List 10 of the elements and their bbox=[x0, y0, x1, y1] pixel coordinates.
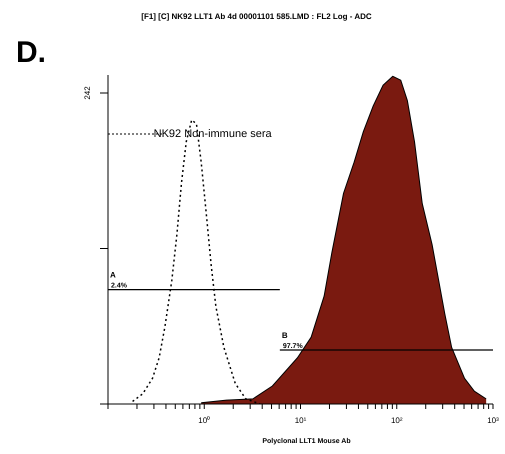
x-tick-label: 10² bbox=[390, 416, 403, 425]
x-tick-label: 10¹ bbox=[294, 416, 307, 425]
chart-title: [F1] [C] NK92 LLT1 Ab 4d 00001101 585.LMD : FL2 Log - ADC bbox=[140, 12, 373, 21]
series-label: A bbox=[110, 270, 116, 280]
text: D. bbox=[16, 36, 46, 70]
x-tick-label: 10³ bbox=[487, 416, 500, 425]
series-label: B bbox=[282, 331, 288, 340]
series-label: NK92 Non-immune sera bbox=[154, 128, 273, 140]
y-tick-label: 242 bbox=[83, 86, 92, 100]
x-tick-label: 10⁰ bbox=[198, 416, 210, 425]
